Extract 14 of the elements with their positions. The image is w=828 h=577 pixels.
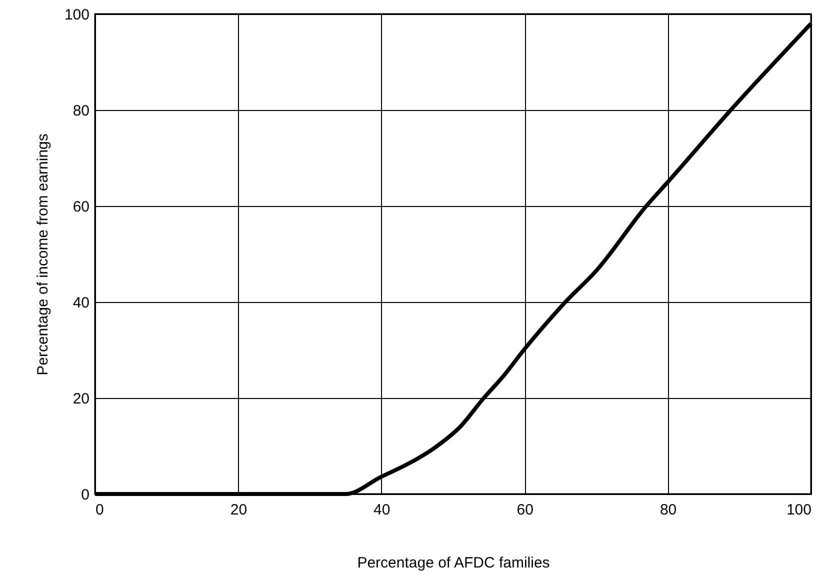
y-tick-label: 0 bbox=[81, 486, 90, 504]
x-tick-label: 100 bbox=[786, 502, 812, 518]
y-tick-label: 40 bbox=[72, 294, 90, 312]
x-tick-label: 60 bbox=[516, 502, 534, 518]
y-tick-label: 20 bbox=[72, 390, 90, 408]
x-tick-label: 0 bbox=[96, 502, 104, 518]
x-tick-label: 20 bbox=[230, 502, 248, 518]
y-tick-label: 60 bbox=[72, 198, 90, 216]
x-tick-label: 80 bbox=[660, 502, 677, 518]
y-tick-label: 100 bbox=[64, 6, 90, 24]
x-tick-label: 40 bbox=[374, 502, 390, 518]
y-tick-label: 80 bbox=[72, 102, 90, 120]
x-axis-title: Percentage of AFDC families bbox=[357, 554, 550, 572]
y-axis-title: Percentage of income from earnings bbox=[34, 134, 52, 376]
